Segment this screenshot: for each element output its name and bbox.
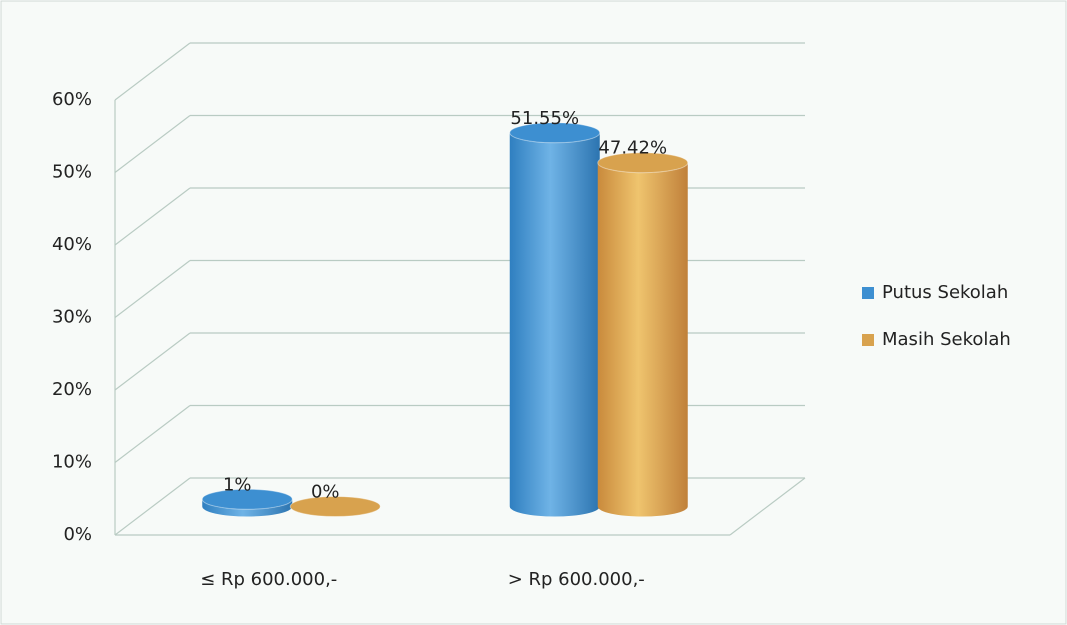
bar (202, 499, 293, 517)
legend-swatch (862, 287, 874, 299)
value-label: 1% (223, 474, 252, 495)
y-tick-label: 40% (52, 234, 92, 255)
grid-line (114, 332, 191, 391)
legend-label: Putus Sekolah (882, 282, 1008, 303)
value-label: 47.42% (598, 138, 667, 159)
y-tick-label: 20% (52, 379, 92, 400)
grid-line (114, 42, 191, 101)
plot: 0% 10% 20% 30% 40% 50% 60% ≤ Rp 600.000,- 1% 0% > … (52, 42, 1011, 590)
bar-top (201, 488, 293, 510)
y-tick-label: 30% (52, 307, 92, 328)
y-tick-label: 50% (52, 162, 92, 183)
y-tick-label: 60% (52, 89, 92, 110)
x-tick-label: ≤ Rp 600.000,- (200, 569, 337, 590)
floor-edge (729, 477, 806, 536)
grid-line (114, 187, 191, 246)
bar-top (597, 152, 689, 174)
value-label: 51.55% (510, 108, 579, 129)
grid-line (114, 405, 191, 463)
bar (509, 132, 600, 517)
y-tick-label: 0% (63, 524, 92, 545)
grid-line (114, 260, 191, 318)
grid-line (114, 477, 191, 536)
bar-top (509, 122, 601, 144)
value-label: 0% (311, 482, 340, 503)
bar-top (289, 496, 381, 517)
x-tick-label: > Rp 600.000,- (508, 569, 645, 590)
bar (597, 162, 688, 517)
legend-swatch (862, 334, 874, 346)
grid-line (114, 115, 191, 173)
y-tick-label: 10% (52, 452, 92, 473)
legend-label: Masih Sekolah (882, 329, 1011, 350)
